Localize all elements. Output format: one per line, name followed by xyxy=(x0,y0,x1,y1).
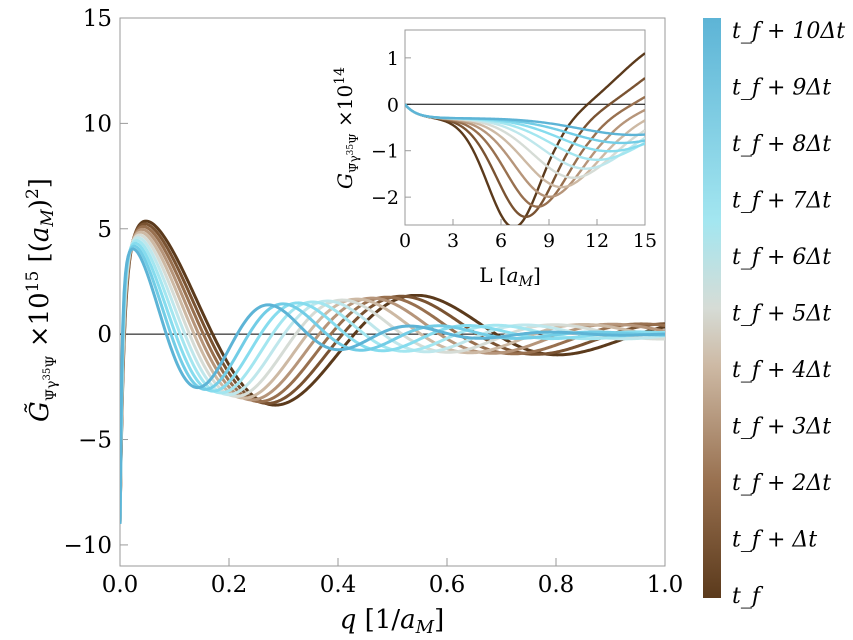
svg-text:q [1/aM]: q [1/aM] xyxy=(340,605,444,638)
inset-y-axis-title: GΨ̄γ35Ψ ×1014 xyxy=(332,67,361,189)
inset-x-tick-label: 12 xyxy=(585,230,609,252)
colorbar xyxy=(703,18,721,598)
main-x-tick-label: 1.0 xyxy=(647,572,684,598)
main-plot-frame xyxy=(119,17,666,567)
main-series-line-0 xyxy=(120,219,665,524)
colorbar-label: t_f + 5Δt xyxy=(732,302,831,327)
main-x-tick-label: 0.8 xyxy=(538,572,575,598)
main-series-line-3 xyxy=(120,227,665,524)
colorbar-label: t_f + 7Δt xyxy=(732,189,831,214)
main-y-axis-title: G̃Ψ̄γ35Ψ ×1015 [(aM)2] xyxy=(23,178,60,422)
main-x-tick-label: 0.6 xyxy=(429,572,466,598)
colorbar-label: t_f + 8Δt xyxy=(732,132,831,157)
colorbar-label: t_f + Δt xyxy=(732,528,817,553)
inset-ticks: 0 3 6 9 12 15 1 0 −1 −2 xyxy=(371,48,657,252)
inset-x-tick-label: 15 xyxy=(633,230,657,252)
main-x-axis-title: q [1/aM] xyxy=(340,605,444,638)
inset-x-axis-title: L [aM] xyxy=(479,263,541,290)
inset-x-tick-label: 6 xyxy=(495,230,507,252)
colorbar-label: t_f + 4Δt xyxy=(732,358,831,383)
main-y-tick-label: 15 xyxy=(83,6,112,32)
main-y-tick-label: 10 xyxy=(83,111,112,137)
inset-y-tick-label: −1 xyxy=(371,141,399,163)
colorbar-label: t_f + 10Δt xyxy=(732,19,845,44)
colorbar-label: t_f + 2Δt xyxy=(732,471,831,496)
inset-plot-frame xyxy=(404,29,646,226)
main-y-tick-label: 0 xyxy=(97,322,112,348)
colorbar-label: t_f + 3Δt xyxy=(732,415,831,440)
main-series-line-8 xyxy=(120,241,665,524)
main-series-line-10 xyxy=(120,247,665,524)
colorbar-label: t_f + 9Δt xyxy=(732,76,831,101)
main-y-tick-label: −10 xyxy=(63,533,112,559)
main-x-tick-label: 0.2 xyxy=(211,572,248,598)
inset-series-group xyxy=(405,52,645,225)
colorbar-label: t_f xyxy=(732,584,764,609)
main-x-tick-label: 0.4 xyxy=(320,572,357,598)
main-series-group xyxy=(120,219,665,524)
inset-x-tick-label: 9 xyxy=(543,230,555,252)
main-y-tick-label: −5 xyxy=(78,428,112,454)
colorbar-label: t_f + 6Δt xyxy=(732,245,831,270)
svg-text:L [aM]: L [aM] xyxy=(479,263,541,290)
svg-text:GΨ̄γ35Ψ ×1014: GΨ̄γ35Ψ ×1014 xyxy=(332,67,361,189)
svg-text:G̃Ψ̄γ35Ψ ×1015 [(aM)2]: G̃Ψ̄γ35Ψ ×1015 [(aM)2] xyxy=(23,178,60,422)
inset-y-tick-label: 1 xyxy=(387,48,399,70)
main-y-tick-label: 5 xyxy=(97,217,112,243)
inset-series-line-10 xyxy=(405,103,645,137)
colorbar-labels: t_f + 10Δt t_f + 9Δt t_f + 8Δt t_f + 7Δt t_f… xyxy=(732,19,845,609)
inset-y-tick-label: 0 xyxy=(387,94,399,116)
inset-x-tick-label: 3 xyxy=(447,230,459,252)
inset-y-tick-label: −2 xyxy=(371,187,399,209)
inset-x-tick-label: 0 xyxy=(399,230,411,252)
main-x-tick-label: 0.0 xyxy=(102,572,139,598)
